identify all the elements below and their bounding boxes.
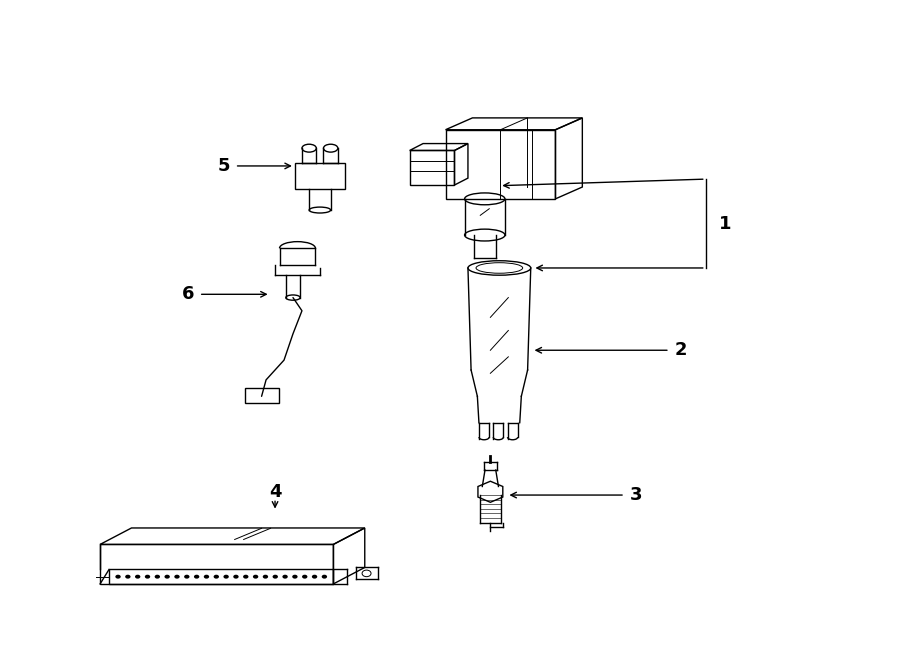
Circle shape xyxy=(203,574,209,578)
Circle shape xyxy=(184,574,190,578)
Circle shape xyxy=(213,574,219,578)
Text: 2: 2 xyxy=(674,341,687,359)
Circle shape xyxy=(135,574,140,578)
Circle shape xyxy=(321,574,327,578)
Circle shape xyxy=(263,574,268,578)
Circle shape xyxy=(283,574,288,578)
Circle shape xyxy=(253,574,258,578)
Circle shape xyxy=(145,574,150,578)
Circle shape xyxy=(175,574,180,578)
Circle shape xyxy=(165,574,170,578)
Circle shape xyxy=(312,574,318,578)
Circle shape xyxy=(292,574,298,578)
Text: 1: 1 xyxy=(719,215,732,233)
Circle shape xyxy=(194,574,199,578)
Circle shape xyxy=(302,574,308,578)
Circle shape xyxy=(243,574,248,578)
Circle shape xyxy=(125,574,130,578)
Circle shape xyxy=(233,574,238,578)
Text: 6: 6 xyxy=(182,286,194,303)
Circle shape xyxy=(223,574,229,578)
Circle shape xyxy=(115,574,121,578)
Text: 3: 3 xyxy=(629,486,642,504)
Text: 5: 5 xyxy=(218,157,230,175)
Circle shape xyxy=(273,574,278,578)
Circle shape xyxy=(155,574,160,578)
Text: 4: 4 xyxy=(269,483,282,501)
